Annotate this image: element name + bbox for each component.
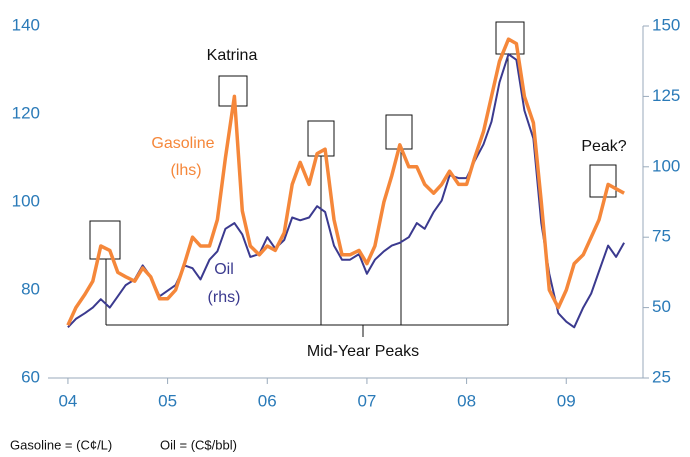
data-line — [66, 37, 625, 326]
annotation-box — [589, 164, 617, 198]
y-tick-label: 120 — [12, 103, 40, 122]
annotation: Peak? — [581, 138, 626, 155]
annotation-box — [89, 220, 121, 260]
footnote: Oil = (C$/bbl) — [160, 437, 237, 452]
y2-tick-label: 50 — [652, 297, 671, 316]
y-tick-label: 100 — [12, 191, 40, 210]
footnote: Gasoline = (C¢/L) — [10, 437, 112, 452]
annotation: (rhs) — [208, 289, 241, 306]
annotation-box — [495, 21, 525, 55]
x-tick-label: 05 — [158, 391, 177, 410]
x-tick-label: 08 — [457, 391, 476, 410]
y-tick-label: 140 — [12, 15, 40, 34]
annotation: Mid-Year Peaks — [307, 343, 419, 360]
y2-tick-label: 75 — [652, 227, 671, 246]
annotation: Gasoline — [151, 135, 214, 152]
x-tick-label: 07 — [357, 391, 376, 410]
x-tick-label: 04 — [58, 391, 77, 410]
annotation: (lhs) — [170, 162, 201, 179]
annotation: Katrina — [207, 47, 258, 64]
y2-tick-label: 150 — [652, 15, 680, 34]
y2-tick-label: 125 — [652, 86, 680, 105]
data-line — [67, 53, 625, 329]
x-tick-label: 09 — [557, 391, 576, 410]
x-tick-label: 06 — [258, 391, 277, 410]
y2-tick-label: 25 — [652, 367, 671, 386]
annotation: Oil — [214, 261, 234, 278]
y-tick-label: 60 — [21, 367, 40, 386]
y2-tick-label: 100 — [652, 156, 680, 175]
y-tick-label: 80 — [21, 279, 40, 298]
